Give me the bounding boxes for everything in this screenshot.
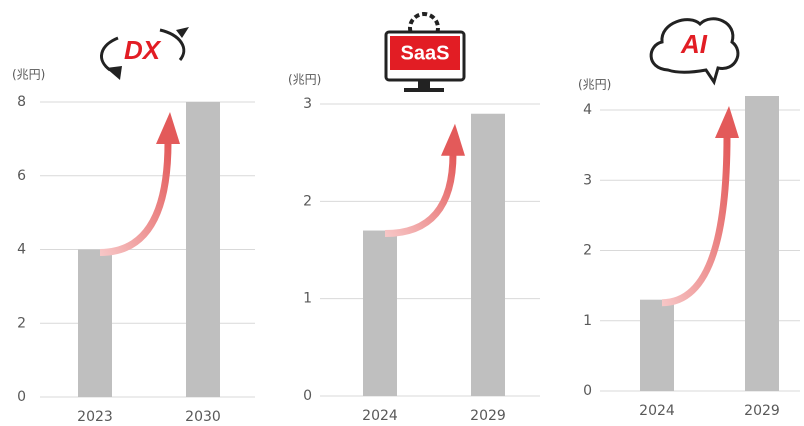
x-tick-label: 2030 [185,409,221,425]
growth-arrow [661,135,731,307]
y-tick-label: 8 [17,94,26,110]
x-tick-label: 2023 [77,409,113,425]
chart-title: AI [680,29,708,59]
y-axis-label: (兆円) [288,73,321,87]
x-tick-label: 2029 [744,403,780,419]
dx-icon [100,27,189,80]
y-tick-label: 4 [17,242,26,258]
bar [78,249,112,397]
x-tick-label: 2024 [639,403,675,419]
y-tick-label: 6 [17,168,26,184]
y-tick-label: 2 [17,315,26,331]
bar [471,113,505,396]
y-tick-label: 4 [583,102,592,118]
x-tick-label: 2029 [470,408,506,424]
chart-title: SaaS [401,42,450,64]
y-tick-label: 2 [303,193,312,209]
chart-title: DX [124,35,162,65]
saas-icon [384,12,466,92]
x-tick-label: 2024 [362,408,398,424]
growth-arrow [99,141,172,256]
bar [640,299,674,391]
bar [745,96,779,391]
y-tick-label: 1 [303,291,312,307]
arrow-head [441,123,465,156]
y-tick-label: 3 [583,172,592,188]
y-tick-label: 1 [583,313,592,329]
growth-arrow [384,153,457,238]
y-tick-label: 0 [583,383,592,399]
ai-icon [649,17,740,86]
y-tick-label: 2 [583,243,592,259]
y-tick-label: 0 [17,389,26,405]
y-tick-label: 0 [303,388,312,404]
bar [186,102,220,397]
y-axis-label: (兆円) [578,78,611,92]
y-tick-label: 3 [303,96,312,112]
y-axis-label: (兆円) [12,68,45,82]
arrow-head [156,112,180,144]
bar [363,230,397,396]
arrow-head [715,106,739,138]
